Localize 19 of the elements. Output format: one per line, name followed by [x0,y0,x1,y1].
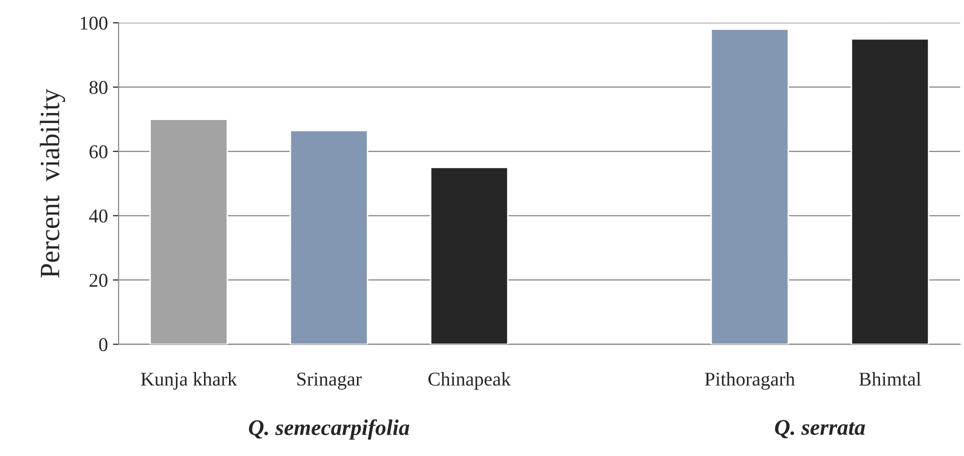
x-tick-label: Chinapeak [428,372,511,390]
y-tick-label: 20 [90,274,108,287]
bar [430,166,508,344]
bar [850,38,930,344]
bar [710,28,790,344]
x-tick-label: Pithoragarh [704,372,795,390]
y-tick-label: 0 [99,338,108,352]
bar [290,130,368,344]
text: Q. semecarpifolia [248,419,410,440]
bar [149,118,228,344]
y-tick-label: 40 [89,210,108,223]
x-tick-label: Bhimtal [859,372,921,386]
y-tick-label: 60 [90,145,108,158]
text: Q. serrata [775,420,866,438]
x-tick-label: Kunja khark [140,372,238,390]
y-axis-title: Percent viability [40,88,66,278]
y-tick-label: 100 [80,16,108,30]
y-tick-label: 80 [89,80,108,94]
x-tick-label: Srinagar [297,372,362,390]
